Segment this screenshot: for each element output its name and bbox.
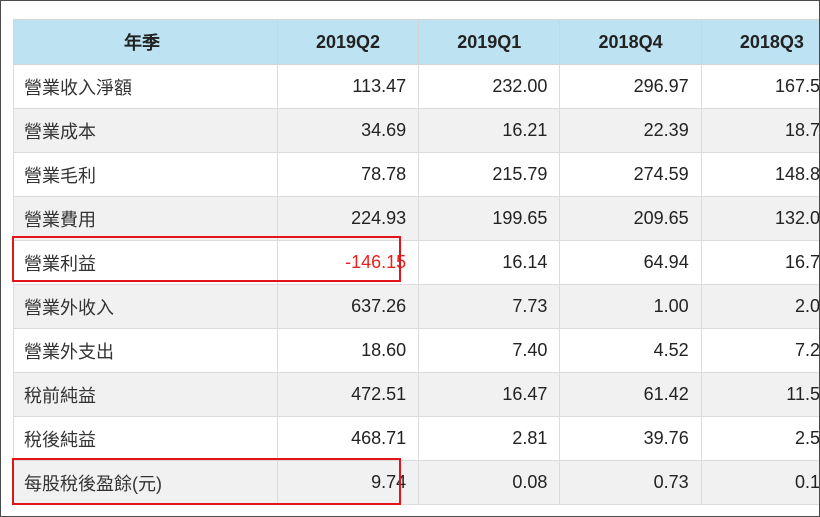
table-row-non-operating-income: 營業外收入 637.26 7.73 1.00 2.03 [13,284,819,329]
cell-value: 22.39 [559,108,702,153]
cell-value: 224.93 [276,196,420,241]
cell-value: 7.73 [418,284,561,329]
header-2018q3: 2018Q3 [700,19,819,65]
cell-value: 637.26 [276,284,420,329]
row-label: 營業外支出 [13,328,278,373]
cell-value: 167.57 [700,64,819,109]
cell-value: 16.21 [418,108,561,153]
cell-value: 209.65 [559,196,702,241]
cell-value: 132.08 [700,196,819,241]
cell-value: 0.08 [418,460,561,505]
cell-value: 61.42 [559,372,702,417]
cell-value: 0.73 [559,460,702,505]
table-row-pretax-income: 稅前純益 472.51 16.47 61.42 11.56 [13,372,819,417]
cell-value: 16.47 [418,372,561,417]
row-label: 營業收入淨額 [13,64,278,109]
row-label: 每股稅後盈餘(元) [13,460,278,505]
cell-value-negative: -146.15 [276,240,420,285]
row-label: 營業毛利 [13,152,278,197]
cell-value: 78.78 [276,152,420,197]
cell-value: 7.23 [700,328,819,373]
cell-value: 9.74 [276,460,420,505]
cell-value: 2.03 [700,284,819,329]
cell-value: 39.76 [559,416,702,461]
header-2019q1: 2019Q1 [418,19,561,65]
table-header-row: 年季 2019Q2 2019Q1 2018Q4 2018Q3 [13,19,819,65]
row-label: 稅後純益 [13,416,278,461]
table-row-operating-expense: 營業費用 224.93 199.65 209.65 132.08 [13,196,819,241]
table-row-operating-income: 營業利益 -146.15 16.14 64.94 16.76 [13,240,819,285]
cell-value: 18.74 [700,108,819,153]
cell-value: 18.60 [276,328,420,373]
cell-value: 232.00 [418,64,561,109]
cell-value: 199.65 [418,196,561,241]
cell-value: 215.79 [418,152,561,197]
cell-value: 4.52 [559,328,702,373]
table-row-eps: 每股稅後盈餘(元) 9.74 0.08 0.73 0.10 [13,460,819,505]
table-row-non-operating-expense: 營業外支出 18.60 7.40 4.52 7.23 [13,328,819,373]
cell-value: 113.47 [276,64,420,109]
header-2018q4: 2018Q4 [559,19,702,65]
cell-value: 2.81 [418,416,561,461]
table-row-gross-profit: 營業毛利 78.78 215.79 274.59 148.84 [13,152,819,197]
cell-value: 0.10 [700,460,819,505]
cell-value: 11.56 [700,372,819,417]
table-row-operating-revenue: 營業收入淨額 113.47 232.00 296.97 167.57 [13,64,819,109]
cell-value: 1.00 [559,284,702,329]
header-2019q2: 2019Q2 [276,19,420,65]
cell-value: 16.76 [700,240,819,285]
table-row-net-income: 稅後純益 468.71 2.81 39.76 2.53 [13,416,819,461]
cell-value: 34.69 [276,108,420,153]
cell-value: 64.94 [559,240,702,285]
cell-value: 468.71 [276,416,420,461]
row-label: 稅前純益 [13,372,278,417]
table-row-operating-cost: 營業成本 34.69 16.21 22.39 18.74 [13,108,819,153]
cell-value: 16.14 [418,240,561,285]
cell-value: 148.84 [700,152,819,197]
row-label: 營業利益 [13,240,278,285]
row-label: 營業成本 [13,108,278,153]
cell-value: 274.59 [559,152,702,197]
header-period-label: 年季 [13,19,278,65]
cell-value: 7.40 [418,328,561,373]
row-label: 營業費用 [13,196,278,241]
cell-value: 296.97 [559,64,702,109]
row-label: 營業外收入 [13,284,278,329]
financial-table: 年季 2019Q2 2019Q1 2018Q4 2018Q3 營業收入淨額 11… [13,19,819,505]
cell-value: 472.51 [276,372,420,417]
cell-value: 2.53 [700,416,819,461]
